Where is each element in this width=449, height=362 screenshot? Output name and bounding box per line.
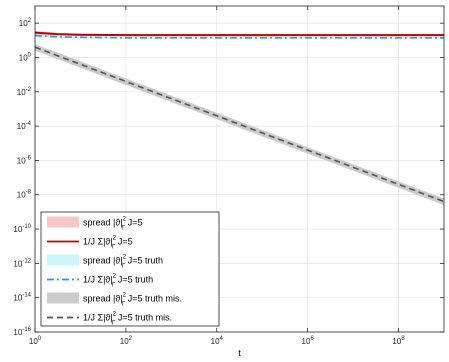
legend-swatch-patch [47,216,79,228]
legend-label: 1/J Σ|ϑ|2 Γ J=5 truth mis. [83,312,172,327]
y-tick-label: 10-10 [13,224,31,234]
y-tick-label: 10-6 [17,155,32,165]
y-tick-label: 10-2 [17,87,32,97]
plot-frame [34,5,445,333]
x-tick-label: 106 [302,336,315,346]
spread-band-2 [35,44,444,206]
x-tick-label: 102 [120,336,133,346]
y-tick-label: 10-16 [13,327,31,337]
legend-swatch-patch [47,254,79,266]
y-tick-label: 10-14 [13,293,31,303]
legend-label: 1/J Σ|ϑ|2 Γ J=5 [83,236,133,251]
series-line-2 [34,46,445,203]
y-tick-label: 10-4 [17,121,32,131]
y-tick-label: 100 [19,52,32,62]
legend-label: spread |ϑ|2 Γ J=5 [83,217,143,232]
series-lines [34,31,445,203]
legend: spread |ϑ|2 Γ J=5 1/J Σ|ϑ|2 Γ J=5 spread |ϑ|… [40,211,220,327]
legend-label: spread |ϑ|2 Γ J=5 truth mis. [83,293,182,308]
legend-label: 1/J Σ|ϑ|2 Γ J=5 truth [83,274,153,289]
y-tick-label: 10-8 [17,190,32,200]
legend-swatch-patch [47,292,79,304]
y-tick-label: 102 [19,18,32,28]
x-tick-label: 104 [211,336,224,346]
x-axis-ticks: 100 102 104 106 108 [29,6,405,346]
x-tick-label: 100 [29,336,42,346]
x-tick-label: 108 [392,336,405,346]
legend-label: spread |ϑ|2 Γ J=5 truth [83,255,163,270]
y-axis-ticks: 102 100 10-2 10-4 10-6 10-8 10-10 10-12 10-14 10-… [13,18,444,337]
y-tick-label: 10-12 [13,258,31,268]
series-line-1 [34,34,444,39]
series-line-0 [34,31,444,37]
x-axis-label: t [238,348,241,358]
legend-box [40,211,220,327]
